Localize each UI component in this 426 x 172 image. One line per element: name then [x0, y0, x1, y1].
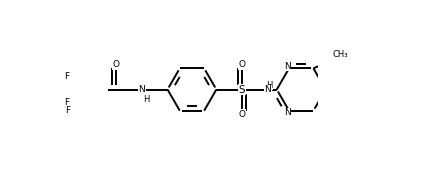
Text: N: N [138, 85, 145, 94]
Text: H: H [266, 81, 272, 90]
Text: N: N [284, 108, 291, 117]
Text: N: N [265, 85, 271, 94]
Text: CH₃: CH₃ [333, 50, 348, 60]
Text: O: O [112, 60, 120, 69]
Text: F: F [64, 72, 69, 80]
Text: O: O [239, 60, 246, 69]
Text: F: F [65, 106, 70, 115]
Text: S: S [239, 84, 245, 94]
Text: F: F [64, 98, 69, 108]
Text: O: O [239, 110, 246, 119]
Text: N: N [284, 62, 291, 71]
Text: H: H [143, 95, 150, 104]
